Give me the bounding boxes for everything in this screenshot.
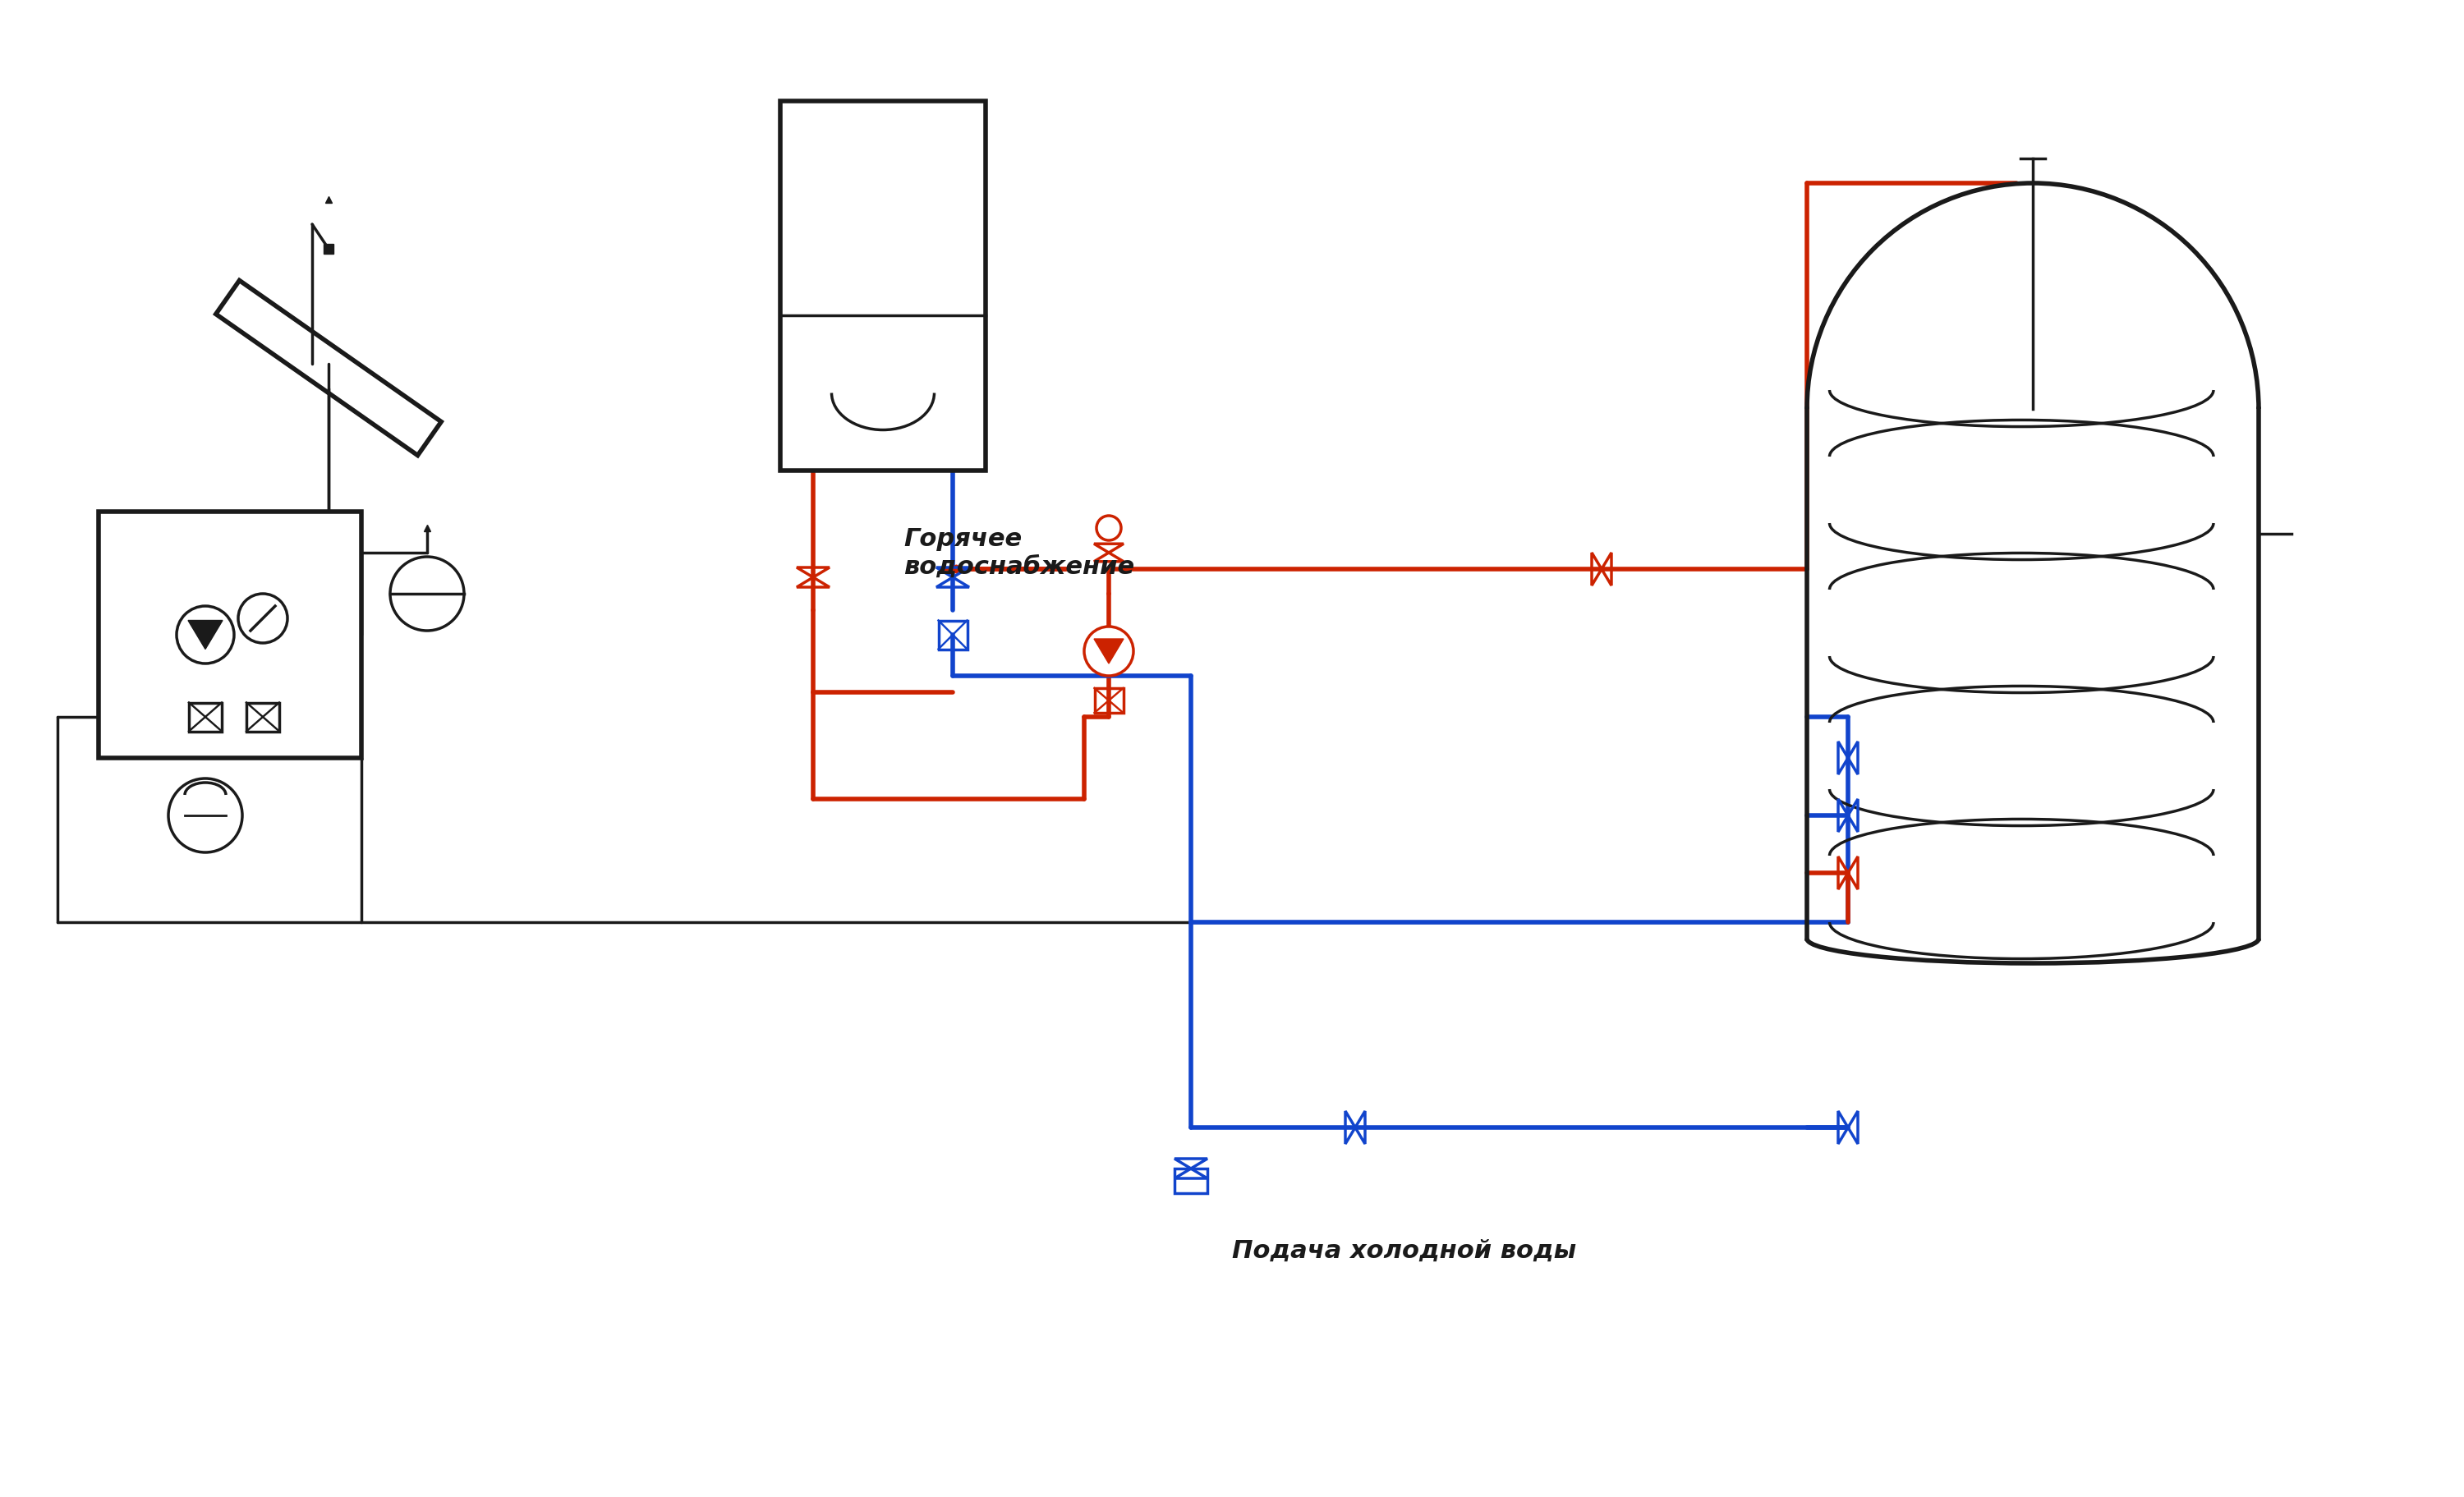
Bar xyxy=(190,702,222,731)
Bar xyxy=(99,512,362,757)
Circle shape xyxy=(1084,627,1133,675)
Circle shape xyxy=(177,606,234,663)
Text: Горячее
водоснабжение: Горячее водоснабжение xyxy=(904,527,1133,578)
Polygon shape xyxy=(187,620,222,650)
Bar xyxy=(1175,1169,1207,1193)
Bar xyxy=(1094,689,1124,713)
Bar xyxy=(939,620,966,650)
Polygon shape xyxy=(1094,639,1124,663)
Text: Подача холодной воды: Подача холодной воды xyxy=(1232,1238,1577,1262)
Bar xyxy=(246,702,278,731)
Bar xyxy=(781,100,986,470)
